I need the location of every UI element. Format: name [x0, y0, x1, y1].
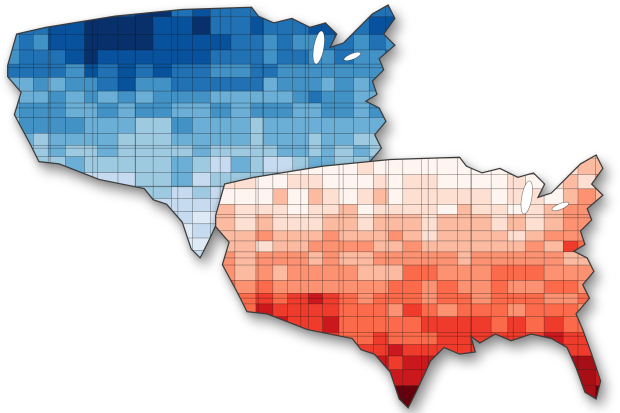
climate-divisions [215, 154, 603, 408]
lake-erie [343, 51, 362, 62]
lake-michigan [312, 30, 325, 65]
lake-erie [551, 201, 570, 212]
lake-michigan [520, 180, 533, 215]
warm-anomaly-map [215, 154, 604, 409]
us-outline [215, 154, 604, 409]
cold-anomaly-map [7, 4, 396, 259]
